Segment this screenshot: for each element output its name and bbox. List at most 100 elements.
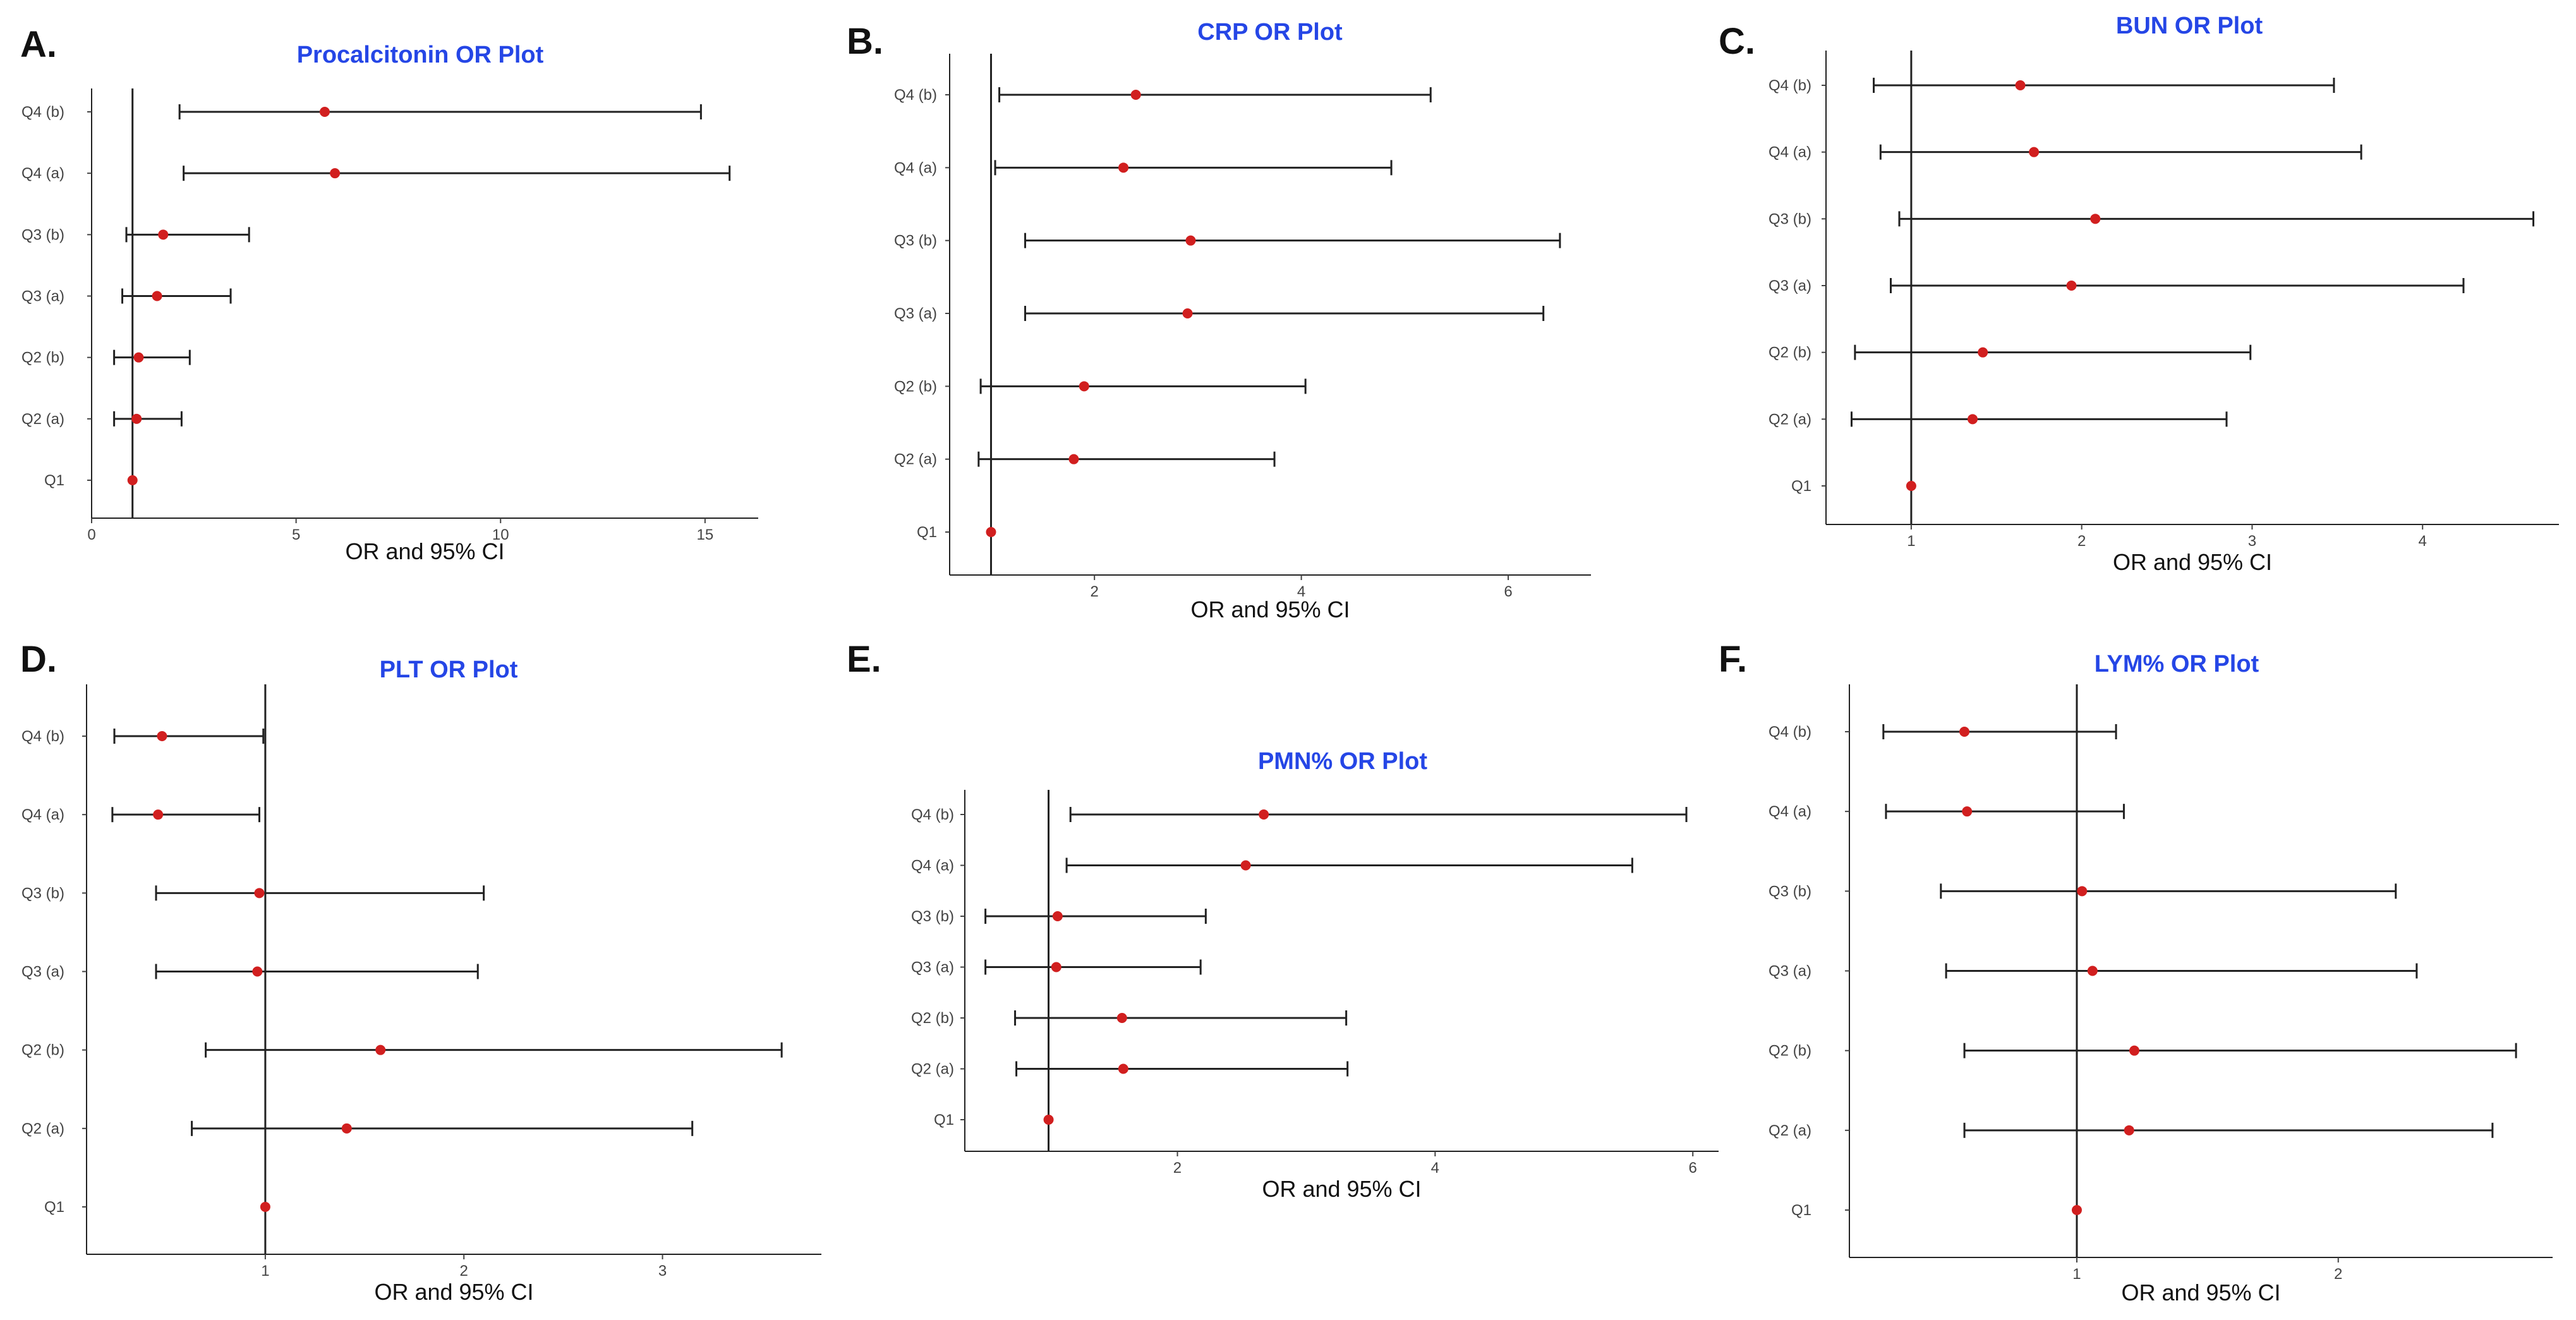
or-point [2124, 1125, 2134, 1135]
or-point [131, 413, 142, 424]
y-tick-label: Q2 (b) [1769, 1043, 1811, 1060]
x-axis-label: OR and 95% CI [374, 1279, 533, 1305]
or-point [1118, 162, 1129, 173]
y-tick-label: Q2 (a) [1769, 1122, 1811, 1139]
or-point [375, 1044, 386, 1055]
or-point [1259, 809, 1269, 820]
panel-letter: F. [1719, 639, 1747, 680]
panel-letter: C. [1719, 21, 1755, 62]
y-tick-label: Q3 (b) [21, 885, 64, 902]
x-tick-label: 4 [1431, 1160, 1439, 1177]
y-tick-label: Q4 (b) [1769, 724, 1811, 741]
x-tick-label: 3 [2248, 533, 2256, 550]
y-tick-label: Q3 (b) [911, 908, 954, 925]
panel-letter: B. [847, 21, 883, 62]
y-tick-label: Q2 (b) [911, 1010, 954, 1027]
or-point [1051, 962, 1061, 972]
or-point [1182, 308, 1193, 318]
y-tick-label: Q4 (a) [894, 159, 937, 176]
panel-title: PMN% OR Plot [1258, 748, 1427, 775]
or-point [260, 1202, 270, 1212]
y-tick-label: Q2 (b) [21, 1042, 64, 1059]
or-point [2015, 80, 2026, 90]
y-tick-label: Q3 (a) [21, 964, 64, 981]
or-point [1962, 806, 1973, 817]
or-point [341, 1123, 352, 1134]
y-tick-label: Q3 (b) [894, 233, 937, 250]
panel-title: BUN OR Plot [2116, 13, 2263, 39]
forest-panel-3: C. BUN OR Plot 1 2 3 4 OR and 95% CI Q4 (b) Q4 (… [1719, 13, 2559, 575]
x-tick-label: 6 [1504, 583, 1512, 600]
x-axis-label: OR and 95% CI [1262, 1176, 1421, 1202]
y-tick-label: Q4 (b) [21, 104, 64, 121]
panel-title: Procalcitonin OR Plot [297, 42, 544, 68]
y-tick-label: Q2 (b) [1769, 344, 1811, 361]
or-point [2077, 886, 2088, 897]
y-tick-label: Q3 (a) [1769, 277, 1811, 294]
forest-panel-6: F. LYM% OR Plot 1 2 OR and 95% CI Q4 (b) Q4 (a… [1719, 639, 2553, 1305]
forest-panel-2: B. CRP OR Plot 2 4 6 OR and 95% CI Q4 (b) Q4 (a… [847, 19, 1591, 622]
or-point [1906, 481, 1916, 491]
or-point [2071, 1205, 2082, 1215]
or-point [2029, 147, 2040, 157]
x-axis-label: OR and 95% CI [2121, 1280, 2280, 1305]
or-point [133, 352, 144, 363]
or-point [330, 168, 341, 179]
y-tick-label: Q3 (a) [911, 959, 954, 976]
x-tick-label: 2 [2334, 1266, 2342, 1283]
or-point [153, 809, 164, 820]
y-tick-label: Q2 (a) [21, 1120, 64, 1137]
y-tick-label: Q4 (a) [21, 165, 64, 182]
panel-title: LYM% OR Plot [2095, 651, 2259, 677]
or-point [319, 107, 330, 117]
y-tick-label: Q4 (a) [911, 857, 954, 875]
or-point [1978, 347, 1988, 358]
y-tick-label: Q2 (a) [21, 411, 64, 428]
or-point [1959, 727, 1970, 737]
x-tick-label: 2 [460, 1262, 468, 1280]
forest-panel-4: D. PLT OR Plot 1 2 3 OR and 95% CI Q4 (b) Q4 (a… [20, 639, 821, 1305]
panel-letter: E. [847, 639, 881, 680]
panel-title: CRP OR Plot [1197, 19, 1343, 45]
y-tick-label: Q2 (a) [1769, 411, 1811, 428]
x-tick-label: 4 [2419, 533, 2427, 550]
panel-letter: A. [20, 24, 57, 65]
x-axis-label: OR and 95% CI [345, 538, 504, 564]
x-tick-label: 4 [1297, 583, 1305, 600]
or-point [252, 966, 263, 977]
y-tick-label: Q2 (b) [894, 378, 937, 395]
y-tick-label: Q1 [1791, 478, 1811, 495]
y-tick-label: Q3 (b) [1769, 210, 1811, 227]
x-tick-label: 2 [1091, 583, 1099, 600]
y-tick-label: Q4 (b) [21, 728, 64, 745]
y-tick-label: Q4 (b) [894, 87, 937, 104]
y-tick-label: Q4 (a) [1769, 803, 1811, 820]
y-tick-label: Q1 [917, 524, 937, 541]
forest-panel-5: E. PMN% OR Plot 2 4 6 OR and 95% CI Q4 (b) Q4 (… [847, 639, 1719, 1202]
y-tick-label: Q1 [1791, 1202, 1811, 1219]
y-tick-label: Q1 [44, 1199, 64, 1216]
or-point [152, 291, 162, 301]
y-tick-label: Q3 (b) [1769, 883, 1811, 900]
or-point [1043, 1115, 1054, 1125]
or-point [158, 229, 169, 240]
or-point [1185, 235, 1196, 246]
y-tick-label: Q4 (b) [1769, 77, 1811, 94]
y-tick-label: Q2 (a) [911, 1061, 954, 1078]
or-point [127, 475, 138, 485]
or-point [254, 888, 265, 899]
x-tick-label: 2 [2077, 533, 2086, 550]
or-point [1130, 90, 1141, 100]
x-tick-label: 5 [292, 526, 300, 543]
y-tick-label: Q2 (b) [21, 349, 64, 366]
x-axis-label: OR and 95% CI [1190, 596, 1350, 622]
panel-title: PLT OR Plot [380, 657, 518, 683]
y-tick-label: Q1 [934, 1111, 954, 1129]
y-tick-label: Q3 (a) [21, 288, 64, 305]
x-tick-label: 2 [1173, 1160, 1182, 1177]
or-point [1118, 1063, 1128, 1074]
y-tick-label: Q1 [44, 472, 64, 489]
x-tick-label: 1 [1907, 533, 1915, 550]
y-tick-label: Q3 (a) [1769, 963, 1811, 980]
